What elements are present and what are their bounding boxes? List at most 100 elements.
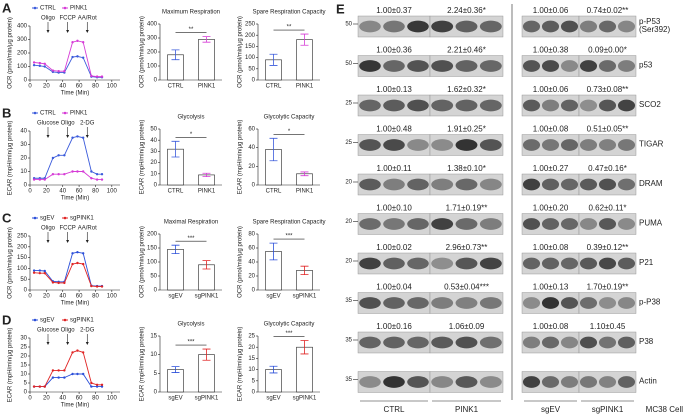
mw-marker: 20 — [345, 180, 352, 186]
arrow-head — [46, 240, 50, 243]
legend-marker — [63, 216, 67, 220]
blot-band — [407, 336, 429, 349]
y-tick-label: 100 — [147, 260, 158, 266]
arrow-head — [85, 342, 89, 345]
blot-band — [617, 99, 636, 112]
quantification: 1.70±0.19** — [587, 283, 629, 292]
blot-band — [431, 297, 454, 309]
y-tick-label: 200 — [147, 50, 158, 56]
mw-marker: 20 — [345, 219, 352, 225]
blot-band — [522, 20, 541, 33]
y-tick-label: 250 — [245, 22, 256, 28]
blot-band — [541, 139, 560, 151]
quantification: 1.06±0.09 — [449, 322, 485, 331]
blot-band — [541, 20, 560, 33]
blot-band — [455, 257, 478, 270]
series-point — [32, 63, 36, 67]
blot-band — [383, 20, 405, 33]
series-point — [100, 173, 104, 176]
series-point — [76, 170, 79, 173]
blot-band — [579, 336, 598, 349]
error-bar — [202, 172, 211, 177]
injection-label: Oligo — [61, 121, 76, 127]
x-tick-label: 40 — [59, 84, 66, 90]
series-point — [43, 269, 46, 273]
series-point — [95, 285, 99, 288]
quantification: 0.39±0.12** — [587, 243, 629, 252]
error-bar — [171, 49, 180, 61]
y-tick-label: 20 — [20, 156, 27, 162]
quantification: 1.00±0.13 — [376, 85, 412, 94]
arrow-head — [85, 240, 89, 243]
blot-band — [431, 376, 454, 388]
quantification: 0.53±0.04*** — [444, 283, 489, 292]
y-tick-label: 5 — [252, 378, 256, 384]
blot-band — [598, 99, 617, 112]
series-line — [34, 373, 102, 388]
x-tick-label: sgPINK1 — [195, 396, 219, 402]
blot-band — [579, 257, 598, 270]
series-point — [100, 385, 104, 388]
series-point — [63, 369, 66, 372]
y-tick-label: 300 — [147, 36, 158, 42]
y-tick-label: 50 — [150, 274, 157, 280]
series-point — [43, 385, 46, 388]
x-tick-label: PINK1 — [198, 84, 216, 90]
series-point — [32, 61, 36, 64]
blot-band — [560, 99, 579, 112]
blot-band — [455, 376, 478, 388]
y-tick-label: 50 — [248, 66, 255, 72]
series-point — [76, 372, 79, 376]
x-tick-label: 20 — [43, 396, 50, 402]
y-tick-label: 200 — [147, 232, 158, 238]
chart-title: Glycolysis — [177, 322, 204, 328]
legend-label: sgEV — [40, 216, 54, 222]
blot-band — [598, 178, 617, 191]
series-point — [90, 74, 93, 78]
blot-band — [560, 297, 579, 309]
y-tick-label: 80 — [248, 232, 255, 238]
x-tick-label: 60 — [76, 84, 83, 90]
y-tick-label: 150 — [147, 246, 158, 252]
mw-marker: 35 — [345, 298, 352, 304]
panel-label: E — [336, 1, 345, 16]
quantification: 1.00±0.38 — [533, 46, 569, 55]
blot-band — [579, 376, 598, 388]
quantification: 1.62±0.32* — [447, 85, 486, 94]
y-tick-label: 0 — [154, 183, 158, 189]
blot-band — [541, 60, 560, 72]
y-axis-label: ECAR (mpH/min/μg protein) — [238, 120, 244, 195]
y-axis-label: ECAR (mpH/min/μg protein) — [140, 327, 146, 402]
y-tick-label: 5 — [154, 371, 158, 377]
error-bar — [171, 244, 180, 254]
x-tick-label: 100 — [107, 84, 118, 90]
series-point — [76, 135, 79, 138]
quantification: 1.00±0.06 — [533, 6, 569, 15]
blot-band — [617, 139, 636, 151]
injection-label: Oligo — [61, 328, 76, 334]
series-point — [81, 262, 85, 266]
y-tick-label: 15 — [150, 334, 157, 340]
y-tick-label: 15 — [248, 356, 255, 362]
series-point — [51, 69, 55, 72]
blot-band — [359, 20, 381, 33]
quantification: 0.62±0.11* — [588, 204, 626, 213]
blot-band — [541, 376, 560, 388]
quantification: 1.00±0.04 — [376, 283, 412, 292]
blot-band — [541, 178, 560, 191]
blot-band — [455, 139, 478, 151]
x-tick-label: 80 — [92, 396, 99, 402]
y-axis-label: OCR (pmol/min/μg protein) — [8, 227, 14, 299]
x-tick-label: 60 — [76, 396, 83, 402]
y-tick-label: 0 — [252, 183, 256, 189]
y-tick-label: 150 — [17, 255, 28, 261]
blot-band — [407, 376, 429, 388]
y-tick-label: 200 — [245, 33, 256, 39]
blot-band — [560, 178, 579, 191]
series-point — [95, 383, 99, 386]
legend-label: sgPINK1 — [70, 318, 94, 324]
x-tick-label: 60 — [76, 189, 83, 195]
chart-title: Glycolytic Capacity — [264, 322, 315, 328]
y-tick-label: 0 — [24, 390, 28, 396]
